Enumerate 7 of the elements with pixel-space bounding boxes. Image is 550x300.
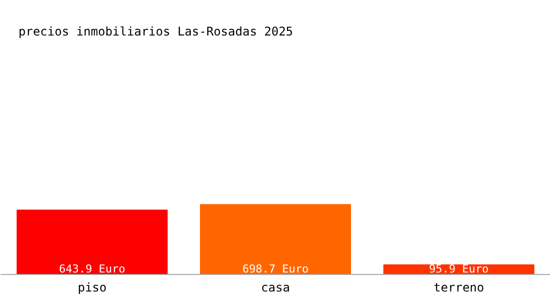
data-label: 95.9 Euro (429, 262, 489, 276)
data-label: 698.7 Euro (242, 262, 309, 276)
x-tick-label: terreno (434, 280, 484, 294)
data-label: 643.9 Euro (59, 262, 126, 276)
x-tick-label: piso (78, 280, 107, 294)
chart-title: precios inmobiliarios Las-Rosadas 2025 (18, 24, 294, 38)
x-tick-label: casa (261, 280, 290, 294)
